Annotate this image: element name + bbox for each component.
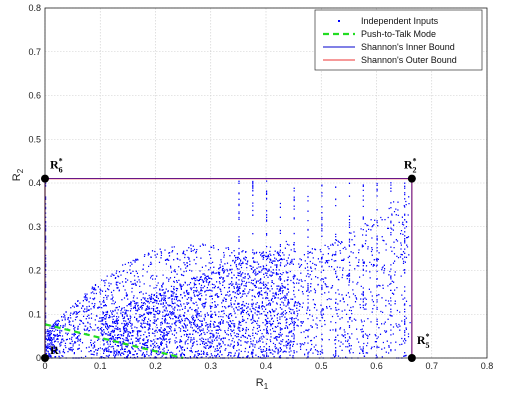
x-tick-labels: 0 0.1 0.2 0.3 0.4 0.5 0.6 0.7 0.8 — [42, 361, 493, 371]
legend-entry-label: Shannon's Inner Bound — [361, 42, 455, 52]
corner-point-marker — [41, 354, 49, 362]
corner-point-label: R* 5 — [417, 332, 430, 350]
y-axis-label: R2 — [11, 168, 25, 181]
independent-inputs-dots — [45, 179, 411, 359]
plot-frame — [44, 7, 488, 359]
y-tick-label: 0.5 — [28, 134, 41, 144]
axes-frame — [44, 7, 488, 359]
corner-point-label: R — [50, 343, 59, 357]
push-to-talk-line — [44, 323, 184, 360]
y-tick-label: 0.4 — [28, 178, 41, 188]
x-tick-label: 0.5 — [315, 361, 328, 371]
legend-entry-label: Shannon's Outer Bound — [361, 55, 457, 65]
y-tick-label: 0.8 — [28, 3, 41, 13]
x-tick-label: 0 — [42, 361, 47, 371]
legend: Independent Inputs Push-to-Talk Mode Shann… — [314, 9, 483, 71]
x-axis-label: R1 — [256, 377, 269, 391]
bound-lines — [44, 178, 413, 360]
x-tick-label: 0.8 — [481, 361, 494, 371]
x-tick-label: 0.3 — [204, 361, 217, 371]
corner-point-label: R* 6 — [50, 157, 63, 175]
corner-points: R* 6 R* 2 R* 5 R — [41, 157, 430, 362]
legend-dot-marker — [338, 20, 340, 22]
y-tick-label: 0.3 — [28, 222, 41, 232]
y-tick-labels: 0 0.1 0.2 0.3 0.4 0.5 0.6 0.7 0.8 — [28, 3, 41, 363]
corner-point-marker — [407, 354, 416, 362]
shannon-outer-bound-line — [44, 178, 413, 358]
y-tick-label: 0.6 — [28, 91, 41, 101]
legend-entry-label: Push-to-Talk Mode — [361, 29, 436, 39]
x-tick-label: 0.1 — [94, 361, 107, 371]
x-tick-label: 0.6 — [370, 361, 383, 371]
x-tick-label: 0.2 — [149, 361, 162, 371]
y-tick-label: 0.1 — [28, 309, 41, 319]
legend-entry-label: Independent Inputs — [361, 16, 439, 26]
corner-point-label: R* 2 — [404, 157, 417, 175]
corner-point-marker — [407, 174, 416, 183]
scatter-points — [45, 179, 411, 359]
shannon-inner-bound-line — [44, 178, 413, 358]
y-tick-label: 0.2 — [28, 266, 41, 276]
y-tick-label: 0.7 — [28, 47, 41, 57]
x-tick-label: 0.4 — [260, 361, 273, 371]
x-tick-label: 0.7 — [425, 361, 438, 371]
y-tick-label: 0 — [36, 353, 41, 363]
corner-point-marker — [41, 174, 49, 183]
